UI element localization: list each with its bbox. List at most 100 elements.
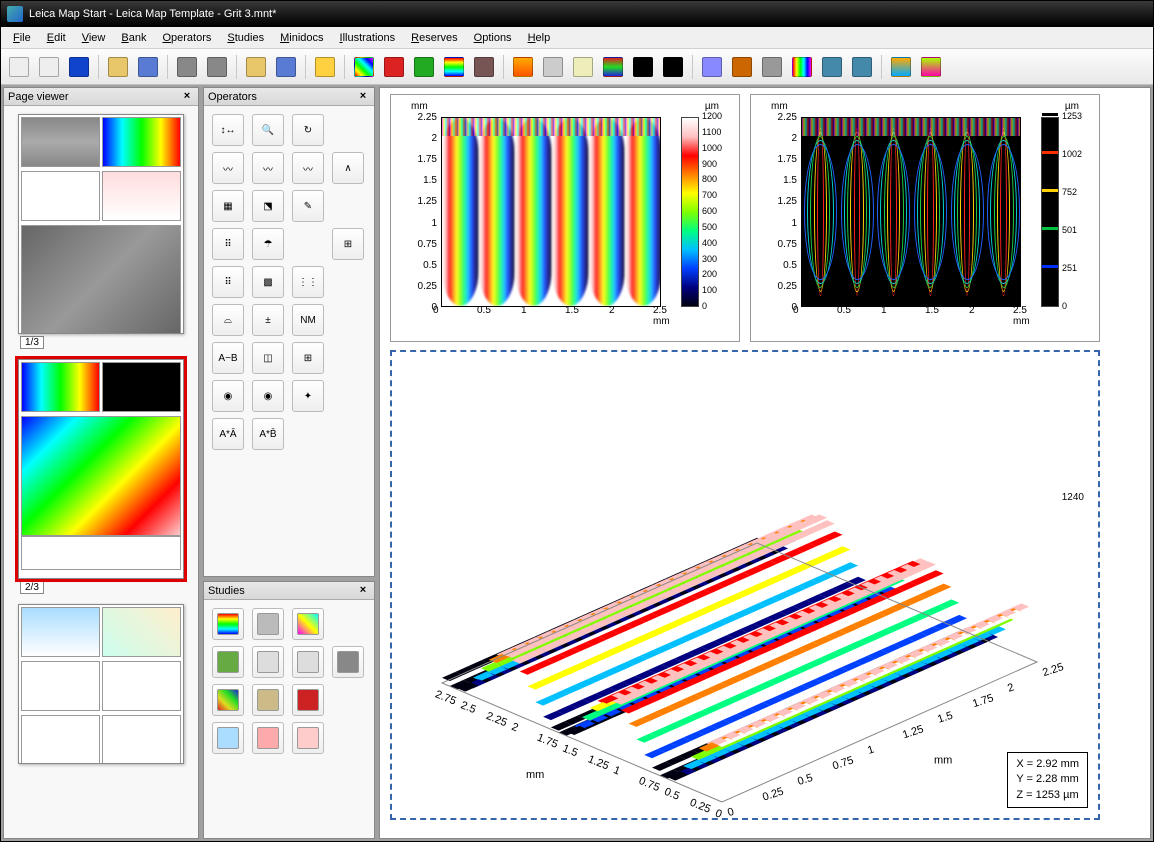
- op-tiles[interactable]: ⊞: [292, 342, 324, 374]
- op-filter[interactable]: ⌓: [212, 304, 244, 336]
- study-curves[interactable]: [252, 722, 284, 754]
- op-spot3[interactable]: ✦: [292, 380, 324, 412]
- menu-minidocs[interactable]: Minidocs: [272, 30, 331, 46]
- operators-panel: Operators × ↕↔🔍↻〰〰〰∧▦⬔✎⠿☂⊞⠿▩⋮⋮⌓±NMA−B◫⊞◉…: [203, 87, 375, 577]
- new-page-button[interactable]: [35, 53, 63, 81]
- op-wave2[interactable]: 〰: [252, 152, 284, 184]
- orange-sq-button[interactable]: [509, 53, 537, 81]
- menu-view[interactable]: View: [74, 30, 114, 46]
- op-mushroom[interactable]: ☂: [252, 228, 284, 260]
- crop-button[interactable]: [659, 53, 687, 81]
- tile-a-button[interactable]: [887, 53, 915, 81]
- bars-button[interactable]: [758, 53, 786, 81]
- menu-illustrations[interactable]: Illustrations: [332, 30, 404, 46]
- study-calc[interactable]: [332, 646, 364, 678]
- op-ruler[interactable]: ⊞: [332, 228, 364, 260]
- arrows-v-button[interactable]: [629, 53, 657, 81]
- op-level[interactable]: ⬔: [252, 190, 284, 222]
- menu-bank[interactable]: Bank: [113, 30, 154, 46]
- menu-help[interactable]: Help: [520, 30, 559, 46]
- star-button[interactable]: [818, 53, 846, 81]
- gamma-button[interactable]: [698, 53, 726, 81]
- page-thumb-2[interactable]: [18, 359, 184, 579]
- study-tree[interactable]: [212, 646, 244, 678]
- operators-body: ↕↔🔍↻〰〰〰∧▦⬔✎⠿☂⊞⠿▩⋮⋮⌓±NMA−B◫⊞◉◉✦A*ĀA*B̄: [204, 106, 374, 576]
- diamond-button[interactable]: [539, 53, 567, 81]
- 3d-surf-button[interactable]: [599, 53, 627, 81]
- op-a-minus-b[interactable]: A−B: [212, 342, 244, 374]
- op-texture[interactable]: ▩: [252, 266, 284, 298]
- study-fan[interactable]: [212, 722, 244, 754]
- menu-operators[interactable]: Operators: [154, 30, 219, 46]
- surface-3d-svg: 00.250.50.7511.251.51.7522.252.52.7500.2…: [392, 352, 1102, 822]
- op-edit-surf[interactable]: ✎: [292, 190, 324, 222]
- op-a-star-a[interactable]: A*Ā: [212, 418, 244, 450]
- open-button[interactable]: [104, 53, 132, 81]
- rainbow-sq-button[interactable]: [440, 53, 468, 81]
- op-pts-a[interactable]: ⠿: [212, 228, 244, 260]
- page-viewer-header: Page viewer ×: [4, 88, 198, 106]
- study-ruler2[interactable]: [252, 646, 284, 678]
- contour-plot[interactable]: mm µm 025150175210021253 00.250.50.7511.…: [750, 94, 1100, 342]
- study-grey3d[interactable]: [252, 608, 284, 640]
- folder-b-button[interactable]: [272, 53, 300, 81]
- close-icon[interactable]: ×: [356, 584, 370, 598]
- menu-studies[interactable]: Studies: [219, 30, 272, 46]
- svg-text:2.75: 2.75: [433, 688, 457, 707]
- svg-text:2: 2: [510, 721, 520, 734]
- red-square-button[interactable]: [380, 53, 408, 81]
- save-button[interactable]: [134, 53, 162, 81]
- op-plusminus[interactable]: ±: [252, 304, 284, 336]
- svg-text:0.75: 0.75: [637, 775, 661, 794]
- bug-button[interactable]: [728, 53, 756, 81]
- page-thumb-3[interactable]: [18, 604, 184, 764]
- op-grid[interactable]: ▦: [212, 190, 244, 222]
- op-dots[interactable]: ⋮⋮: [292, 266, 324, 298]
- info-x: X = 2.92 mm: [1016, 757, 1079, 772]
- page-thumb-1[interactable]: [18, 114, 184, 334]
- expand-button[interactable]: [848, 53, 876, 81]
- study-surf-rainbow[interactable]: [212, 608, 244, 640]
- folder-a-button[interactable]: [242, 53, 270, 81]
- new-doc-button[interactable]: [5, 53, 33, 81]
- menu-reserves[interactable]: Reserves: [403, 30, 465, 46]
- close-icon[interactable]: ×: [356, 90, 370, 104]
- bulb-button[interactable]: [569, 53, 597, 81]
- studies-body: [204, 600, 374, 838]
- tile-b-button[interactable]: [917, 53, 945, 81]
- menu-file[interactable]: File: [5, 30, 39, 46]
- monitor-button[interactable]: [65, 53, 93, 81]
- print-button[interactable]: [173, 53, 201, 81]
- op-scale[interactable]: ↕↔: [212, 114, 244, 146]
- palette-button[interactable]: [350, 53, 378, 81]
- rainbow2-button[interactable]: [788, 53, 816, 81]
- menu-edit[interactable]: Edit: [39, 30, 74, 46]
- op-overlay[interactable]: ◫: [252, 342, 284, 374]
- op-spot1[interactable]: ◉: [212, 380, 244, 412]
- green-square-button[interactable]: [410, 53, 438, 81]
- menu-options[interactable]: Options: [466, 30, 520, 46]
- study-compass[interactable]: [292, 646, 324, 678]
- op-nm[interactable]: NM: [292, 304, 324, 336]
- study-beads[interactable]: [252, 684, 284, 716]
- op-peak[interactable]: ∧: [332, 152, 364, 184]
- studies-header: Studies ×: [204, 582, 374, 600]
- help-button[interactable]: [311, 53, 339, 81]
- op-a-star-b[interactable]: A*B̄: [252, 418, 284, 450]
- op-spot2[interactable]: ◉: [252, 380, 284, 412]
- study-contour[interactable]: [292, 608, 324, 640]
- study-net[interactable]: [292, 684, 324, 716]
- op-pts-b[interactable]: ⠿: [212, 266, 244, 298]
- surface-3d-plot[interactable]: 00.250.50.7511.251.51.7522.252.52.7500.2…: [390, 350, 1100, 820]
- op-wave3[interactable]: 〰: [292, 152, 324, 184]
- study-patches[interactable]: [212, 684, 244, 716]
- eye-button[interactable]: [470, 53, 498, 81]
- heatmap-plot[interactable]: mm µm 0100200300400500600700800900100011…: [390, 94, 740, 342]
- op-zoom[interactable]: 🔍: [252, 114, 284, 146]
- close-icon[interactable]: ×: [180, 90, 194, 104]
- study-spots[interactable]: [292, 722, 324, 754]
- op-wave1[interactable]: 〰: [212, 152, 244, 184]
- svg-text:2.5: 2.5: [459, 699, 478, 716]
- op-rotate[interactable]: ↻: [292, 114, 324, 146]
- print-preview-button[interactable]: [203, 53, 231, 81]
